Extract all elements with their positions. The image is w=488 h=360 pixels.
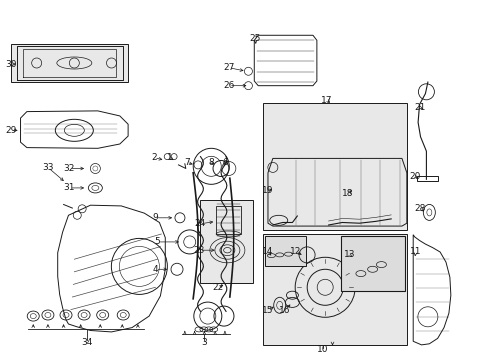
Bar — [199, 200, 253, 283]
Bar — [216, 206, 240, 234]
Bar — [264, 236, 305, 266]
Text: 20: 20 — [408, 172, 420, 181]
Text: 31: 31 — [63, 183, 75, 192]
Text: 2: 2 — [151, 153, 157, 162]
Text: 19: 19 — [262, 186, 273, 195]
Bar — [416, 176, 437, 181]
Text: 29: 29 — [5, 126, 17, 135]
Text: 3: 3 — [201, 338, 207, 347]
Bar — [341, 236, 404, 291]
Text: 32: 32 — [63, 164, 75, 173]
Text: 14: 14 — [262, 247, 273, 256]
Text: 25: 25 — [249, 34, 261, 43]
Text: 6: 6 — [222, 158, 227, 167]
Text: 8: 8 — [208, 158, 214, 167]
Text: 23: 23 — [193, 246, 205, 255]
Text: 10: 10 — [316, 345, 328, 354]
Bar — [263, 234, 407, 345]
Text: 26: 26 — [223, 81, 234, 90]
Bar — [263, 103, 406, 230]
Text: 18: 18 — [342, 189, 353, 198]
Text: 34: 34 — [81, 338, 93, 347]
Text: 24: 24 — [193, 219, 205, 228]
Text: 12: 12 — [289, 247, 301, 256]
Text: 22: 22 — [211, 284, 223, 292]
Text: 15: 15 — [262, 306, 273, 315]
Text: 13: 13 — [343, 250, 355, 259]
Text: 30: 30 — [5, 59, 17, 68]
Text: 27: 27 — [223, 63, 234, 72]
Text: 11: 11 — [409, 247, 421, 256]
Text: 4: 4 — [152, 265, 158, 274]
Text: 33: 33 — [42, 163, 54, 172]
Text: 9: 9 — [152, 213, 158, 222]
Text: 1: 1 — [167, 153, 173, 162]
Text: 17: 17 — [320, 95, 332, 104]
Text: 16: 16 — [278, 306, 290, 315]
Text: 5: 5 — [154, 238, 160, 246]
Text: 28: 28 — [414, 204, 426, 213]
Text: 21: 21 — [413, 103, 425, 112]
Bar — [11, 44, 128, 82]
Text: 7: 7 — [183, 158, 189, 167]
